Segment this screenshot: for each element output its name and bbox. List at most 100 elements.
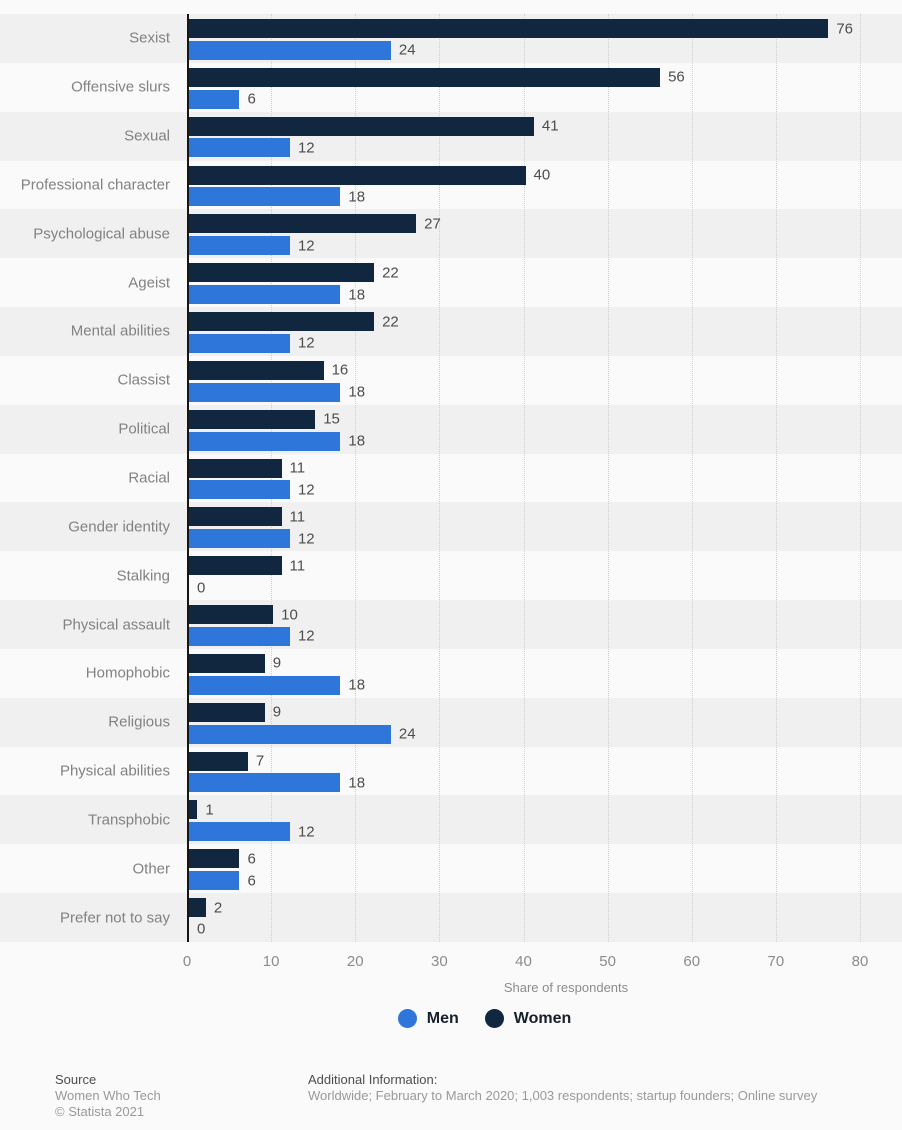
- row-band-16: [0, 746, 902, 796]
- bar-women: [189, 702, 265, 722]
- category-label: Other: [132, 860, 170, 878]
- legend-label-women: Women: [513, 1009, 572, 1027]
- bar-women: [189, 409, 316, 429]
- bar-women: [189, 214, 417, 234]
- bar-men: [189, 89, 240, 109]
- bar-men: [189, 626, 290, 646]
- category-label: Prefer not to say: [59, 909, 170, 927]
- value-label: 12: [297, 237, 315, 255]
- category-label: Psychological abuse: [33, 225, 170, 243]
- bar-women: [189, 556, 282, 576]
- category-label: Racial: [128, 469, 170, 487]
- row-band-7: [0, 307, 902, 356]
- category-label: Gender identity: [68, 518, 170, 536]
- legend-item-women: Women: [484, 1009, 572, 1028]
- category-label: Mental abilities: [70, 322, 170, 340]
- bar-men: [189, 724, 391, 744]
- category-label: Homophobic: [85, 664, 170, 682]
- value-label: 22: [382, 313, 399, 331]
- value-label: 10: [281, 606, 298, 624]
- row-band-6: [0, 258, 902, 308]
- row-band-15: [0, 697, 902, 747]
- value-label: 18: [348, 774, 366, 792]
- bar-women: [189, 263, 375, 283]
- bar-women: [189, 849, 240, 869]
- bar-men: [189, 529, 290, 549]
- bar-women: [189, 751, 248, 771]
- x-tick-label-30: 30: [431, 953, 448, 970]
- value-label: 15: [323, 410, 340, 428]
- legend-label-men: Men: [426, 1009, 459, 1027]
- category-label: Sexist: [129, 29, 170, 47]
- value-label: 6: [247, 850, 256, 868]
- row-band-17: [0, 795, 902, 845]
- category-label: Sexual: [124, 127, 170, 145]
- category-label: Offensive slurs: [71, 78, 170, 96]
- value-label: 12: [297, 481, 315, 499]
- gridline-30: [439, 14, 441, 942]
- value-label: 7: [255, 752, 265, 770]
- legend-item-men: Men: [397, 1009, 459, 1028]
- bar-men: [189, 431, 341, 451]
- bar-men: [189, 333, 290, 353]
- bar-women: [189, 605, 274, 625]
- value-label: 24: [398, 725, 416, 743]
- row-band-18: [0, 844, 902, 894]
- value-label: 16: [331, 361, 349, 379]
- x-axis-title: Share of respondents: [503, 980, 629, 995]
- value-label: 56: [668, 68, 685, 86]
- value-label: 18: [348, 383, 366, 401]
- chart-legend: Men Women: [0, 1009, 902, 1028]
- category-label: Classist: [117, 371, 170, 389]
- value-label: 9: [272, 703, 282, 721]
- bar-women: [189, 116, 534, 136]
- value-label: 11: [289, 459, 306, 477]
- x-tick-label-60: 60: [683, 953, 701, 970]
- value-label: 0: [197, 579, 206, 597]
- value-label: 0: [197, 920, 206, 938]
- value-label: 11: [289, 508, 306, 526]
- value-label: 18: [348, 432, 366, 450]
- bar-men: [189, 773, 341, 793]
- value-label: 2: [213, 899, 223, 917]
- gridline-60: [691, 14, 693, 942]
- gridline-50: [607, 14, 609, 942]
- bar-men: [189, 40, 391, 60]
- value-label: 6: [247, 90, 256, 108]
- y-axis-line: [187, 14, 189, 942]
- gridline-20: [355, 14, 357, 942]
- bar-men: [189, 871, 240, 891]
- gridline-40: [523, 14, 525, 942]
- category-label: Physical abilities: [59, 762, 170, 780]
- bar-women: [189, 360, 324, 380]
- bar-men: [189, 382, 341, 402]
- category-label: Political: [118, 420, 170, 438]
- category-label: Professional character: [20, 176, 170, 194]
- bar-men: [189, 822, 290, 842]
- footer-additional-info: Additional Information: Worldwide; Febru…: [308, 1072, 817, 1104]
- statista-copyright: © Statista 2021: [55, 1104, 145, 1119]
- bar-men: [189, 675, 341, 695]
- row-band-8: [0, 355, 902, 405]
- category-label: Religious: [108, 713, 170, 731]
- bar-men: [189, 187, 341, 207]
- gridline-70: [775, 14, 777, 942]
- gridline-80: [860, 14, 861, 942]
- value-label: 22: [382, 264, 399, 282]
- row-band-19: [0, 893, 902, 942]
- x-tick-label-40: 40: [515, 953, 532, 970]
- bar-men: [189, 285, 341, 304]
- bar-men: [189, 138, 290, 158]
- value-label: 1: [205, 801, 214, 819]
- value-label: 18: [348, 286, 366, 303]
- row-band-5: [0, 209, 902, 259]
- value-label: 6: [247, 872, 256, 890]
- legend-marker-men: [397, 1009, 417, 1028]
- row-band-14: [0, 648, 902, 698]
- value-label: 18: [348, 188, 366, 206]
- category-label: Transphobic: [88, 811, 170, 829]
- value-label: 41: [541, 117, 559, 135]
- value-label: 18: [348, 676, 366, 694]
- value-label: 12: [297, 823, 315, 841]
- value-label: 12: [297, 627, 315, 645]
